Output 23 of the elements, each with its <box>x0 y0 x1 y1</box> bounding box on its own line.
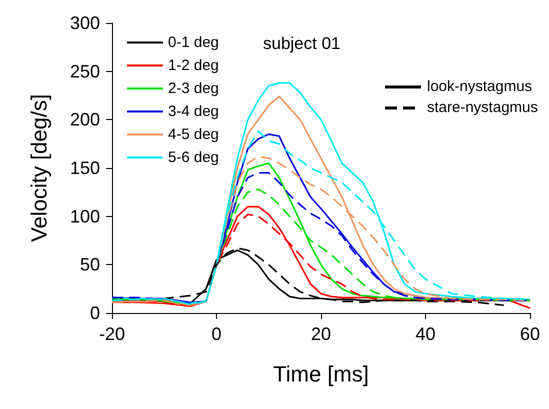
legend-label: 1-2 deg <box>168 57 219 74</box>
y-tick-label: 300 <box>70 13 100 33</box>
x-tick-label: 60 <box>520 324 540 344</box>
annotation: look-nystagmus <box>427 78 532 95</box>
x-tick-label: 20 <box>310 324 332 344</box>
annotation: stare-nystagmus <box>427 99 538 116</box>
y-tick-label: 250 <box>70 61 100 82</box>
legend-label: 5-6 deg <box>168 149 219 166</box>
x-tick-label: -20 <box>98 324 126 344</box>
x-tick-label: 0 <box>211 324 222 344</box>
y-axis-title: Velocity [deg/s] <box>26 94 52 242</box>
y-tick-label: 0 <box>90 303 100 323</box>
y-tick-label: 50 <box>80 254 100 275</box>
legend-label: 2-3 deg <box>168 80 219 97</box>
y-tick-label: 100 <box>70 206 100 226</box>
text: subject 01 <box>263 34 340 53</box>
legend-label: 0-1 deg <box>168 34 219 51</box>
y-tick-label: 200 <box>70 110 100 130</box>
legend-label: 3-4 deg <box>168 103 219 120</box>
x-tick-label: 40 <box>415 324 436 344</box>
y-tick-label: 150 <box>70 158 100 178</box>
x-axis-title: Time [ms] <box>273 362 369 386</box>
legend-label: 4-5 deg <box>168 126 219 143</box>
